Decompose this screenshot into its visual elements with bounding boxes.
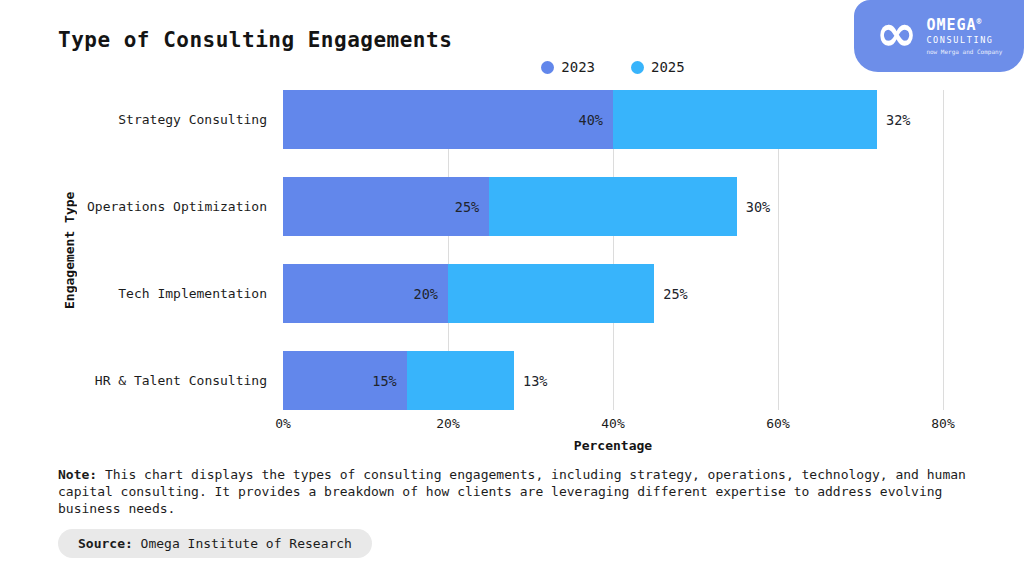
bar-track: 40% 32% [283, 90, 943, 149]
value-label: 25% [455, 199, 489, 215]
x-tick-label: 0% [275, 416, 291, 431]
category-labels: Strategy Consulting Operations Optimizati… [58, 90, 283, 410]
x-axis-title: Percentage [283, 438, 943, 453]
source-pill: Source: Omega Institute of Research [58, 529, 372, 558]
legend-dot [541, 61, 554, 74]
chart-note: Note: This chart displays the types of c… [58, 466, 970, 517]
bar-segment-2025 [489, 177, 737, 236]
x-tick-label: 40% [601, 416, 624, 431]
category-label: Strategy Consulting [58, 90, 283, 149]
legend-dot [631, 61, 644, 74]
logo-tagline: now Merga and Company [926, 48, 1002, 55]
logo-text: OMEGA® CONSULTING now Merga and Company [926, 17, 1002, 55]
gridline [943, 90, 944, 410]
category-label: Tech Implementation [58, 264, 283, 323]
value-label: 32% [886, 112, 910, 128]
legend: 2023 2025 [283, 58, 943, 76]
value-label: 15% [372, 373, 406, 389]
source-label: Source: [78, 536, 133, 551]
x-ticks: 0%20%40%60%80% [283, 416, 943, 434]
bar-segment-2025 [448, 264, 654, 323]
value-label: 13% [523, 373, 547, 389]
value-label: 20% [414, 286, 448, 302]
legend-item-2025: 2025 [631, 58, 685, 76]
x-tick-label: 20% [436, 416, 459, 431]
value-label: 30% [746, 199, 770, 215]
bar-segment-2025 [613, 90, 877, 149]
bar-chart: 2023 2025 Engagement Type Strategy Consul… [58, 58, 966, 453]
legend-label: 2025 [651, 59, 685, 75]
chart-body: Engagement Type Strategy Consulting Opera… [58, 90, 966, 410]
source-text: Omega Institute of Research [133, 536, 352, 551]
bar-segment-2023: 15% [283, 351, 407, 410]
bar-segment-2023: 25% [283, 177, 489, 236]
logo-subtitle: CONSULTING [926, 35, 1002, 45]
bar-track: 20% 25% [283, 264, 943, 323]
x-tick-label: 80% [931, 416, 954, 431]
registered-mark: ® [977, 17, 983, 26]
note-text: This chart displays the types of consult… [58, 467, 966, 516]
bar-segment-2023: 40% [283, 90, 613, 149]
value-label: 40% [579, 112, 613, 128]
bar-track: 15% 13% [283, 351, 943, 410]
plot-area: 40% 32% 25% 30% 20% 25% 15% 13% [283, 90, 943, 410]
legend-label: 2023 [561, 59, 595, 75]
note-label: Note: [58, 467, 97, 482]
y-axis-title: Engagement Type [60, 90, 78, 410]
category-label: HR & Talent Consulting [58, 351, 283, 410]
bar-segment-2023: 20% [283, 264, 448, 323]
bar-segment-2025 [407, 351, 514, 410]
legend-item-2023: 2023 [541, 58, 595, 76]
bar-track: 25% 30% [283, 177, 943, 236]
x-tick-label: 60% [766, 416, 789, 431]
value-label: 25% [663, 286, 687, 302]
infinity-icon: ∞ [876, 11, 918, 56]
logo-brand: OMEGA® [926, 17, 1002, 34]
page-title: Type of Consulting Engagements [58, 28, 452, 52]
category-label: Operations Optimization [58, 177, 283, 236]
